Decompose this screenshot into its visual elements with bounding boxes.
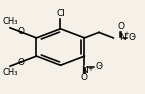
Text: O: O (96, 62, 103, 71)
Text: Cl: Cl (56, 9, 65, 18)
Text: O: O (117, 22, 124, 31)
Text: CH₃: CH₃ (2, 68, 18, 77)
Text: +: + (87, 66, 93, 72)
Text: CH₃: CH₃ (2, 17, 18, 26)
Text: +: + (124, 31, 129, 36)
Text: -: - (132, 32, 134, 41)
Text: -: - (99, 61, 101, 70)
Text: O: O (128, 33, 136, 42)
Text: O: O (81, 73, 88, 82)
Text: N: N (81, 66, 88, 75)
Text: O: O (17, 27, 24, 36)
Text: N: N (119, 33, 126, 42)
Text: O: O (17, 58, 24, 67)
